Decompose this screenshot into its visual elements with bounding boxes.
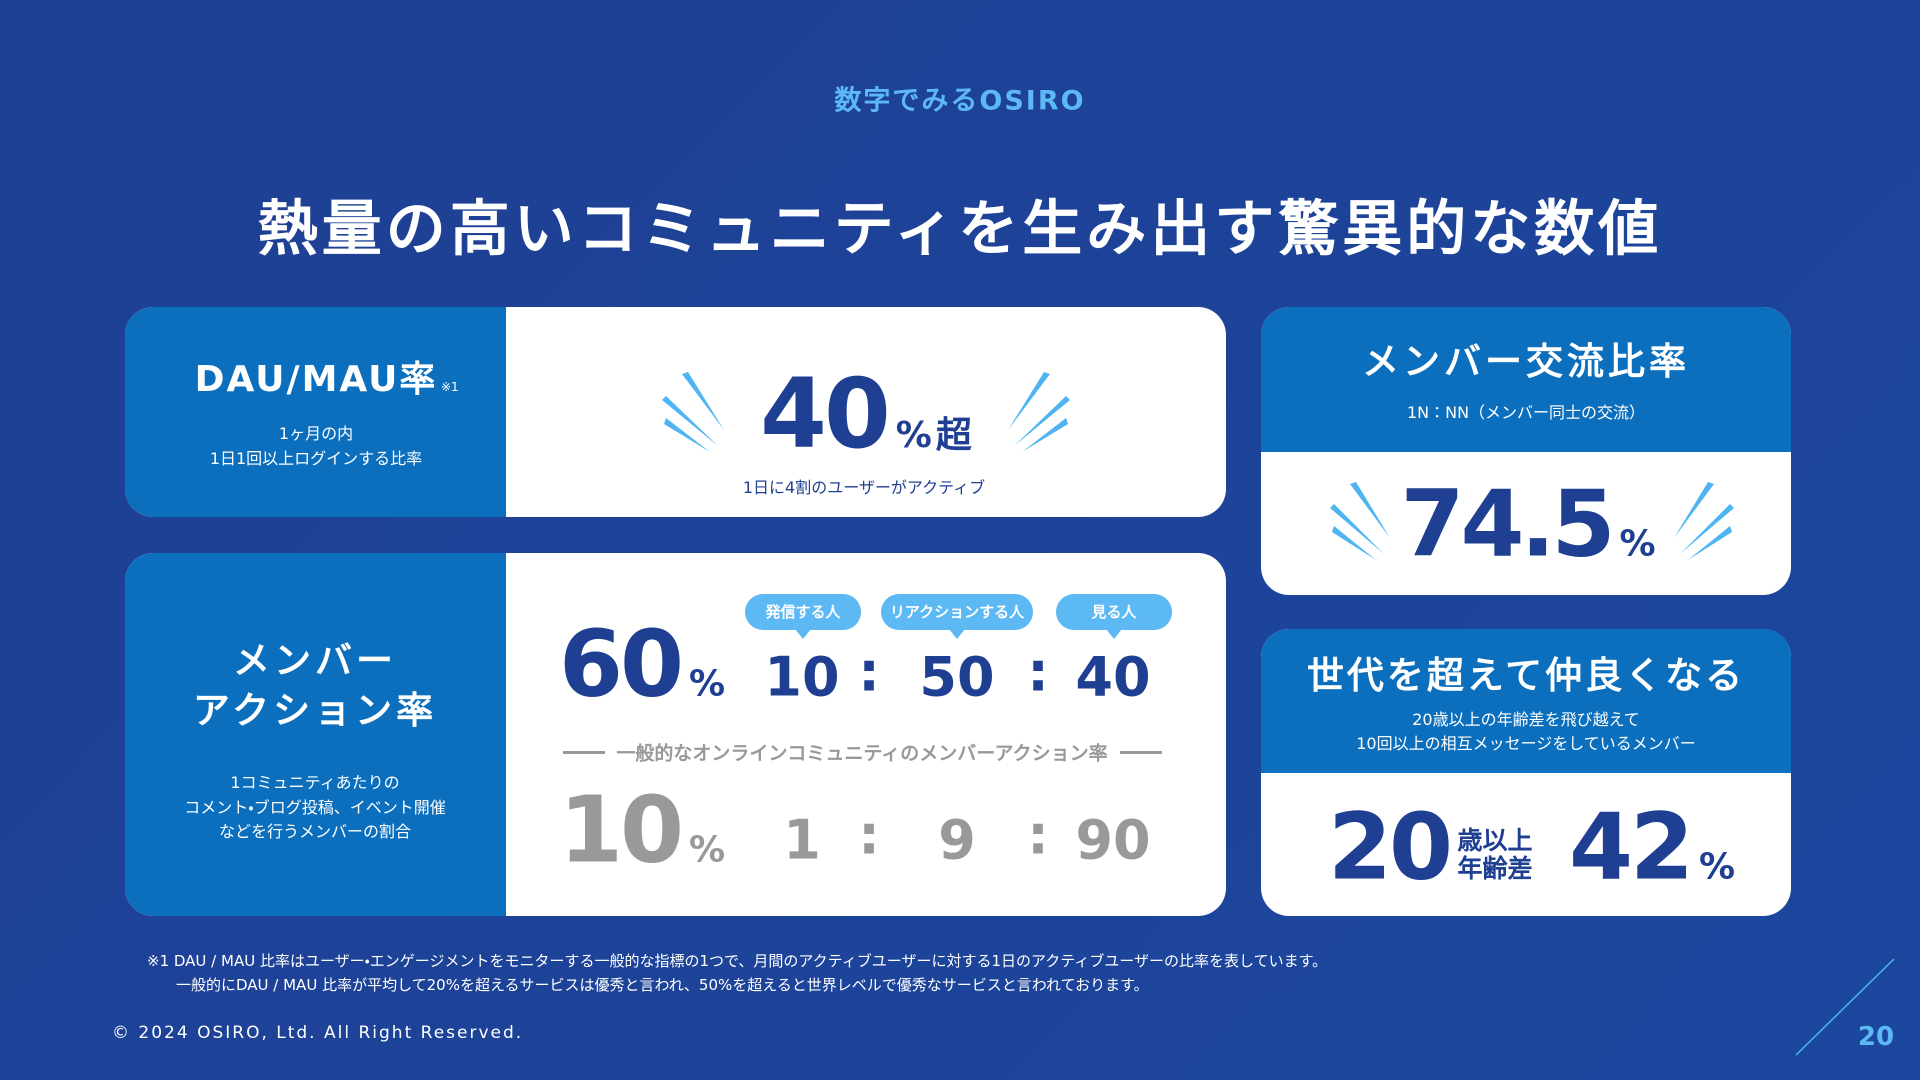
generation-unit: % <box>1698 846 1736 888</box>
osiro-ratio: 50 <box>919 645 995 709</box>
burst-ray <box>1332 526 1376 560</box>
general-unit: % <box>688 829 726 871</box>
age-value: 20 <box>1327 793 1453 901</box>
copyright: © 2024 OSIRO, Ltd. All Right Reserved. <box>112 1023 524 1043</box>
dau-value: 40 <box>760 358 891 470</box>
burst-right <box>1008 372 1070 452</box>
burst-ray <box>1008 372 1050 430</box>
general-ratio: 9 <box>938 808 976 872</box>
note-mark: ※1 <box>441 380 459 394</box>
action-desc: などを行うメンバーの割合 <box>218 822 412 841</box>
role-pill: 発信する人 <box>745 594 861 639</box>
corner-line-stroke <box>1795 958 1895 1056</box>
exchange-card <box>1261 307 1791 595</box>
dau-card <box>125 307 1226 517</box>
exchange-title: メンバー交流比率 <box>1362 340 1690 383</box>
osiro-ratio: 40 <box>1075 645 1151 709</box>
generation-value-row: 42 % <box>1569 794 1735 901</box>
dau-unit: % <box>895 415 932 456</box>
osiro-rate: 60 <box>558 610 684 718</box>
burst-left <box>662 372 724 452</box>
exchange-value-row: 74.5 % <box>1400 471 1655 578</box>
exchange-unit: % <box>1619 523 1656 565</box>
divider <box>1120 751 1162 754</box>
role-pill: リアクションする人 <box>881 594 1033 639</box>
burst-ray <box>1014 396 1070 446</box>
burst-ray <box>662 396 718 446</box>
age-label: 歳以上 <box>1457 826 1533 855</box>
action-card <box>125 553 1226 916</box>
divider <box>563 751 605 754</box>
burst-ray <box>664 418 710 452</box>
generation-value: 42 <box>1568 793 1694 901</box>
title: 熱量の高いコミュニティを生み出す驚異的な数値 <box>257 194 1663 265</box>
ratio-sep: : <box>858 803 880 867</box>
comparison-label: 一般的なオンラインコミュニティのメンバーアクション率 <box>616 742 1108 765</box>
dau-suffix: 超 <box>935 415 972 456</box>
action-label: メンバー <box>233 639 397 682</box>
burst-left <box>1330 482 1390 560</box>
exchange-value: 74.5 <box>1400 470 1615 578</box>
burst-ray <box>1330 504 1384 554</box>
generation-title: 世代を超えて仲良くなる <box>1306 654 1746 697</box>
footnote: ※1 DAU / MAU 比率はユーザー・エンゲージメントをモニターする一般的な… <box>147 952 1328 970</box>
role-pill: 見る人 <box>1056 594 1172 639</box>
page-number: 20 <box>1857 1022 1895 1052</box>
burst-right <box>1674 482 1734 560</box>
footnote: 一般的にDAU / MAU 比率が平均して20%を超えるサービスは優秀と言われ、… <box>176 976 1149 994</box>
dau-caption: 1日に4割のユーザーがアクティブ <box>742 478 986 497</box>
general-ratio: 90 <box>1075 808 1151 872</box>
action-label: アクション率 <box>192 689 438 732</box>
generation-card <box>1261 629 1791 916</box>
burst-ray <box>682 372 724 430</box>
general-rate-row: 10 % <box>559 777 725 884</box>
ratio-sep: : <box>1027 803 1049 867</box>
dau-label: DAU/MAU率 <box>194 359 438 400</box>
action-label-panel <box>125 553 506 916</box>
burst-ray <box>1688 526 1732 560</box>
osiro-unit: % <box>688 663 726 705</box>
action-desc: 1コミュニティあたりの <box>230 773 400 792</box>
generation-desc: 10回以上の相互メッセージをしているメンバー <box>1356 734 1696 753</box>
exchange-header <box>1261 307 1791 452</box>
exchange-subtitle: 1N：NN（メンバー同士の交流） <box>1406 403 1646 422</box>
action-desc: コメント・ブログ投稿、イベント開催 <box>184 798 446 817</box>
ratio-sep: : <box>1027 640 1049 704</box>
age-label: 年齢差 <box>1457 854 1533 883</box>
generation-desc: 20歳以上の年齢差を飛び越えて <box>1412 710 1640 729</box>
burst-ray <box>1680 504 1734 554</box>
dau-label-panel <box>125 307 506 517</box>
eyebrow: 数字でみるOSIRO <box>834 85 1086 117</box>
burst-ray <box>1022 418 1068 452</box>
osiro-rate-row: 60 % <box>559 611 725 718</box>
dau-value-row: 40 % 超 <box>760 358 972 470</box>
dau-desc: 1日1回以上ログインする比率 <box>209 449 423 468</box>
dau-desc: 1ヶ月の内 <box>278 424 354 443</box>
burst-ray <box>1674 482 1714 538</box>
general-rate: 10 <box>558 776 684 884</box>
generation-header <box>1261 629 1791 773</box>
ratio-sep: : <box>858 640 880 704</box>
burst-ray <box>1350 482 1390 538</box>
osiro-ratio: 10 <box>764 645 840 709</box>
corner-line <box>1795 958 1895 1056</box>
general-ratio: 1 <box>783 808 821 872</box>
